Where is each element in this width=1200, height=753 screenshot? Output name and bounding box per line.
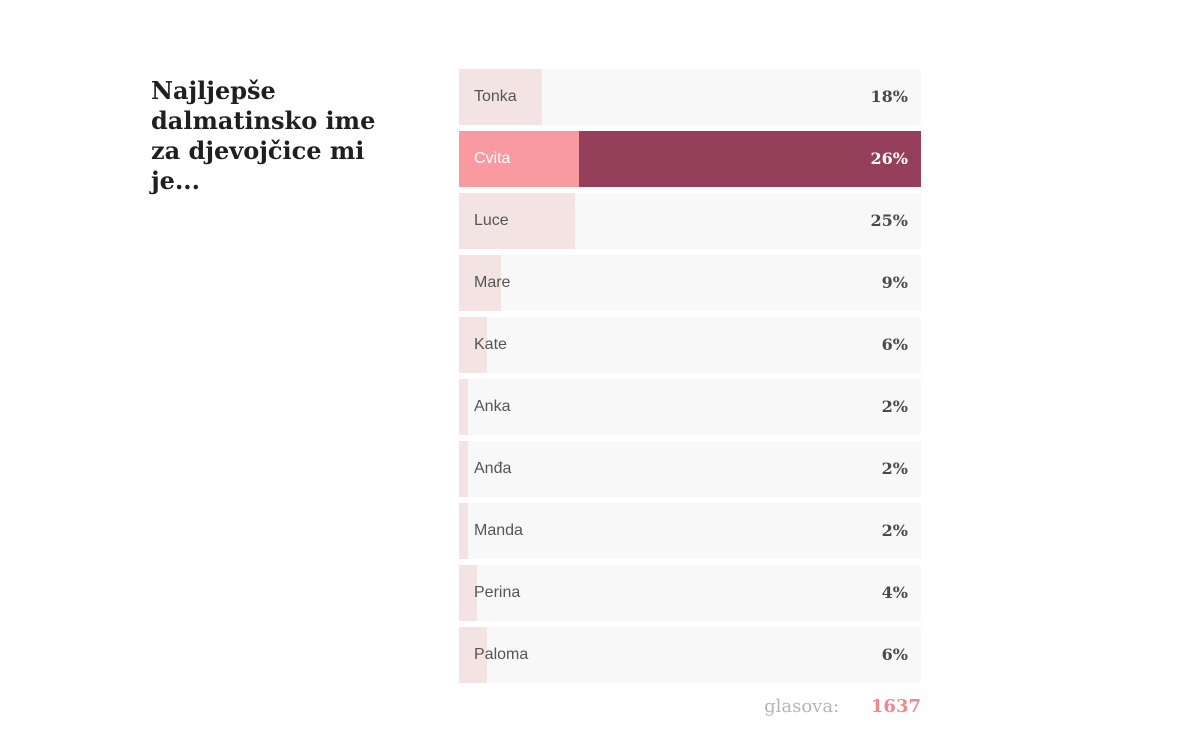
option-label: Luce <box>474 212 509 229</box>
result-bar <box>459 131 580 187</box>
option-percentage: 25% <box>870 211 908 230</box>
result-bar <box>459 317 487 373</box>
poll-options: Tonka 18% Cvita 26% Luce 25% Mare 9% Kate 6% Anka 2… <box>459 69 921 689</box>
poll-option-cvita[interactable]: Cvita 26% <box>459 131 921 187</box>
option-percentage: 6% <box>881 335 908 354</box>
option-percentage: 26% <box>870 149 908 168</box>
result-bar <box>459 69 543 125</box>
poll-option-perina[interactable]: Perina 4% <box>459 565 921 621</box>
poll-question: Najljepše dalmatinsko ime za djevojčice … <box>151 76 376 195</box>
poll-option-manda[interactable]: Manda 2% <box>459 503 921 559</box>
option-label: Tonka <box>474 88 517 105</box>
poll-option-anđa[interactable]: Anđa 2% <box>459 441 921 497</box>
option-label: Mare <box>474 274 511 291</box>
result-bar <box>459 379 469 435</box>
result-bar <box>459 503 469 559</box>
result-bar <box>459 441 469 497</box>
votes-count: 1637 <box>870 696 921 717</box>
option-label: Kate <box>474 336 507 353</box>
poll-option-luce[interactable]: Luce 25% <box>459 193 921 249</box>
poll-option-kate[interactable]: Kate 6% <box>459 317 921 373</box>
option-label: Paloma <box>474 646 529 663</box>
option-percentage: 2% <box>881 397 908 416</box>
vote-total: glasova: 1637 <box>764 692 921 722</box>
option-percentage: 2% <box>881 459 908 478</box>
poll-option-tonka[interactable]: Tonka 18% <box>459 69 921 125</box>
result-bar <box>459 627 487 683</box>
poll-option-mare[interactable]: Mare 9% <box>459 255 921 311</box>
option-label: Anđa <box>474 460 512 477</box>
option-percentage: 4% <box>881 583 908 602</box>
option-label: Perina <box>474 584 521 601</box>
result-bar <box>459 193 575 249</box>
option-percentage: 18% <box>870 87 908 106</box>
option-percentage: 9% <box>881 273 908 292</box>
poll-option-paloma[interactable]: Paloma 6% <box>459 627 921 683</box>
option-label: Anka <box>474 398 511 415</box>
votes-label: glasova: <box>764 696 840 717</box>
poll-option-anka[interactable]: Anka 2% <box>459 379 921 435</box>
result-bar <box>459 565 478 621</box>
option-label: Cvita <box>474 150 511 167</box>
result-bar <box>459 255 501 311</box>
option-percentage: 6% <box>881 645 908 664</box>
option-percentage: 2% <box>881 521 908 540</box>
option-label: Manda <box>474 522 523 539</box>
